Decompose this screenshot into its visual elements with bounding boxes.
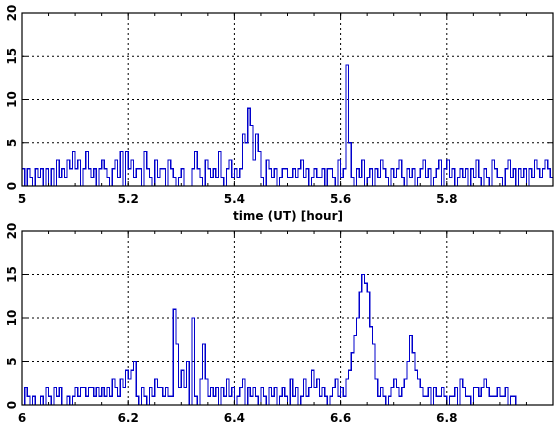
top-panel-x-tick-label: 5 <box>18 192 26 206</box>
top-panel-y-tick-label: 15 <box>5 48 19 65</box>
bottom-panel-y-tick-label: 10 <box>5 310 19 327</box>
bottom-panel-series <box>22 273 553 406</box>
bottom-panel-ticks: 6 6.2 6.4 6.6 6.8 0 5 10 15 20 <box>5 223 554 425</box>
bottom-panel-grid <box>22 231 553 405</box>
bottom-panel-y-tick-label: 0 <box>5 401 19 409</box>
bottom-panel-y-tick-label: 15 <box>5 266 19 283</box>
top-panel-grid <box>22 13 553 186</box>
top-panel-y-tick-label: 20 <box>5 5 19 22</box>
top-panel-x-axis-title: time (UT) [hour] <box>233 209 343 223</box>
top-panel-ticks: 5 5.2 5.4 5.6 5.8 0 5 10 15 20 <box>5 5 554 206</box>
bottom-panel-x-tick-label: 6.4 <box>224 411 245 425</box>
top-panel-y-tick-label: 10 <box>5 91 19 108</box>
bottom-panel: 6 6.2 6.4 6.6 6.8 0 5 10 15 20 <box>5 223 554 425</box>
bottom-panel-y-tick-label: 20 <box>5 223 19 240</box>
top-panel: 5 5.2 5.4 5.6 5.8 0 5 10 15 20 time (UT) [hour] <box>5 5 554 223</box>
bottom-panel-count-series <box>22 273 553 406</box>
bottom-panel-y-tick-label: 5 <box>5 357 19 365</box>
bottom-panel-x-tick-label: 6.6 <box>330 411 351 425</box>
top-panel-x-tick-label: 5.8 <box>436 192 457 206</box>
bottom-panel-x-tick-label: 6.8 <box>436 411 457 425</box>
top-panel-count-series <box>22 64 553 187</box>
top-panel-x-tick-label: 5.6 <box>330 192 351 206</box>
bottom-panel-x-tick-label: 6.2 <box>118 411 139 425</box>
top-panel-x-tick-label: 5.4 <box>224 192 245 206</box>
top-panel-y-tick-label: 5 <box>5 139 19 147</box>
bottom-panel-x-tick-label: 6 <box>18 411 26 425</box>
top-panel-series <box>22 64 553 187</box>
top-panel-x-tick-label: 5.2 <box>118 192 139 206</box>
top-panel-y-tick-label: 0 <box>5 182 19 190</box>
